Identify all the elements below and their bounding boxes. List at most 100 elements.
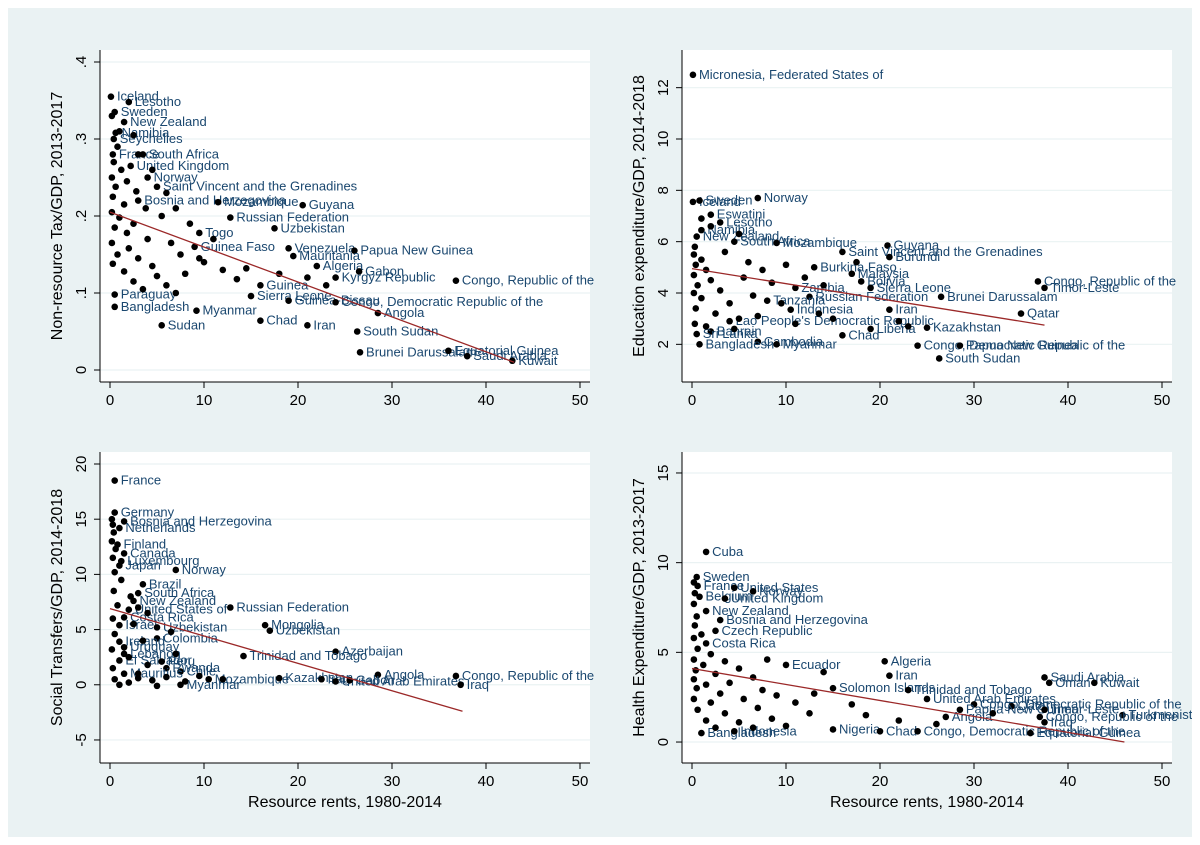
data-point (792, 320, 799, 328)
data-point (304, 322, 311, 329)
data-point (142, 205, 150, 212)
point-label: Bosnia and Herzegovina (130, 513, 272, 528)
data-point (904, 323, 912, 330)
data-point (149, 262, 156, 270)
data-point (111, 477, 118, 484)
y-tick-label: 6 (655, 237, 672, 245)
point-label: Saudi Arabia (473, 348, 547, 363)
data-point (167, 239, 175, 247)
data-point (177, 668, 184, 675)
point-label: Sudan (168, 317, 206, 332)
data-point (1041, 706, 1048, 714)
data-point (692, 261, 700, 269)
data-point (123, 178, 131, 185)
data-point (108, 239, 116, 247)
point-label: Sweden (703, 569, 750, 584)
data-point (200, 258, 208, 266)
data-point (117, 166, 125, 174)
data-point (130, 278, 137, 285)
point-label: Netherlands (125, 520, 196, 535)
data-point (233, 275, 241, 283)
data-point (810, 264, 818, 271)
data-point (120, 650, 128, 658)
point-label: Ecuador (792, 657, 841, 672)
data-point (712, 310, 719, 317)
data-point (707, 276, 715, 284)
data-point (111, 509, 118, 516)
point-label: Japan (125, 558, 160, 573)
data-point (149, 166, 156, 174)
y-tick-label: 12 (655, 79, 672, 96)
data-point (130, 131, 137, 139)
point-label: Gabon (356, 672, 395, 687)
data-point (1091, 679, 1098, 687)
data-point (116, 681, 123, 689)
data-point (745, 258, 752, 266)
data-point (707, 222, 715, 230)
point-label: Cuba (712, 544, 744, 559)
data-point (721, 710, 729, 717)
data-point (227, 604, 234, 611)
data-point (806, 293, 813, 301)
data-point (692, 666, 700, 674)
data-point (696, 341, 703, 348)
data-point (196, 672, 203, 680)
point-label: Gabon (365, 263, 404, 278)
data-point (693, 573, 700, 581)
data-point (108, 208, 116, 216)
data-point (149, 677, 156, 684)
data-point (693, 684, 700, 692)
point-label: Chad (266, 313, 297, 328)
data-point (749, 292, 757, 299)
point-label: Indonesia (797, 302, 854, 317)
y-tick-label: 15 (73, 511, 90, 528)
point-label: Bolivia (867, 273, 906, 288)
data-point (691, 622, 699, 629)
data-point (829, 684, 837, 692)
data-point (690, 271, 698, 279)
x-tick-label: 40 (478, 392, 495, 409)
data-point (158, 322, 165, 329)
data-point (721, 595, 729, 602)
point-label: Brunei Darussalam (947, 289, 1058, 304)
y-tick-label: .2 (73, 210, 90, 223)
data-point (1027, 729, 1034, 737)
data-point (690, 579, 698, 586)
point-label: France (121, 473, 161, 488)
point-label: Saudi Arabia (1051, 669, 1125, 684)
point-label: Kuwait (1100, 675, 1139, 690)
data-point (923, 695, 931, 703)
x-tick-label: 0 (688, 773, 696, 790)
data-point (726, 317, 733, 325)
point-label: New Zealand (140, 593, 217, 608)
data-point (134, 151, 142, 158)
data-point (163, 189, 170, 197)
data-point (933, 720, 940, 728)
data-point (810, 690, 818, 697)
plot-area (682, 452, 1172, 763)
data-point (702, 681, 710, 688)
point-label: Bosnia and Herzegovina (726, 612, 868, 627)
data-point (935, 355, 943, 362)
fit-line (109, 607, 463, 712)
data-point (690, 675, 698, 683)
data-point (134, 197, 142, 204)
point-label: Lesotho (135, 94, 181, 109)
data-point (153, 624, 161, 631)
data-point (163, 664, 170, 672)
point-label: Bangladesh (707, 725, 776, 740)
fit-line (691, 267, 1045, 326)
point-label: Angola (384, 667, 425, 682)
data-point (914, 727, 921, 735)
data-point (1041, 284, 1048, 292)
data-point (110, 587, 118, 595)
x-tick-label: 50 (572, 392, 589, 409)
y-tick-label: .3 (73, 133, 90, 146)
point-label: United Kingdom (137, 158, 230, 173)
data-point (108, 537, 116, 545)
data-point (139, 581, 147, 588)
data-point (214, 198, 222, 206)
y-tick-label: .1 (73, 287, 90, 300)
point-label: Norway (182, 562, 227, 577)
